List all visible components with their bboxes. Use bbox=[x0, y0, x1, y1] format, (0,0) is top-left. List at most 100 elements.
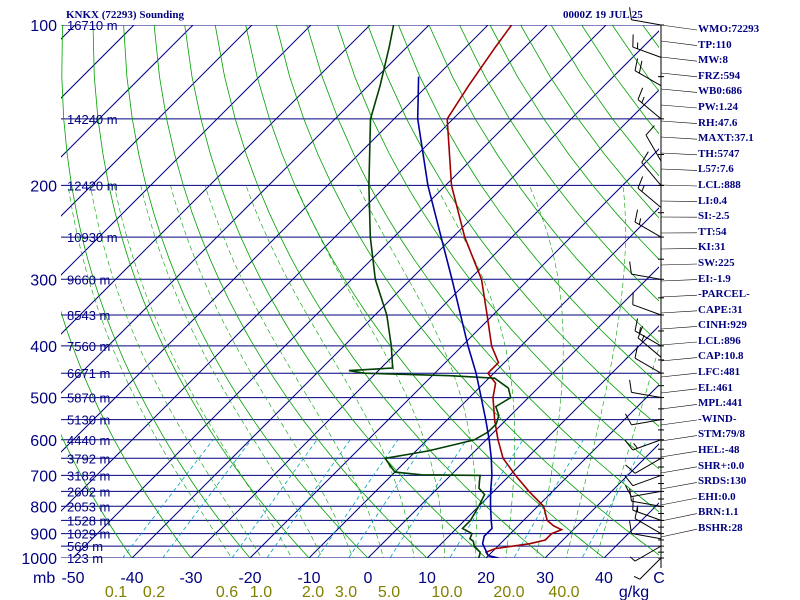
index-leader-line bbox=[660, 40, 698, 46]
wind-barb-flag bbox=[625, 464, 636, 474]
wind-barb-staff bbox=[631, 532, 662, 540]
index-item: LI:0.4 bbox=[698, 194, 728, 207]
dry-adiabat-line bbox=[61, 25, 251, 558]
mixing-ratio-label: 5.0 bbox=[378, 584, 400, 600]
index-leader-line bbox=[660, 357, 698, 362]
wind-barb bbox=[629, 379, 662, 399]
index-leader-line bbox=[660, 310, 698, 314]
index-leader-line bbox=[660, 56, 698, 62]
wind-barb-half-flag bbox=[638, 218, 642, 225]
pressure-label: 300 bbox=[30, 272, 57, 289]
wind-barb-flag bbox=[624, 475, 634, 487]
height-label: 12420 m bbox=[67, 178, 118, 193]
wind-barb-flag bbox=[641, 151, 649, 163]
index-item: RH:47.6 bbox=[698, 116, 738, 129]
temperature-label: -40 bbox=[120, 570, 143, 587]
isotherm-line bbox=[61, 25, 194, 158]
index-item: WB0:686 bbox=[698, 85, 742, 98]
index-item: TH:5747 bbox=[698, 147, 740, 160]
index-item: PW:1.24 bbox=[698, 100, 739, 113]
height-label: 2602 m bbox=[67, 484, 110, 499]
wind-barb bbox=[629, 520, 662, 540]
index-leader-line bbox=[660, 263, 698, 266]
index-item: MW:8 bbox=[698, 54, 728, 67]
index-item: FRZ:594 bbox=[698, 69, 741, 82]
pressure-label: 500 bbox=[30, 391, 57, 408]
isotherm-line bbox=[61, 25, 548, 512]
isotherm-line bbox=[249, 148, 659, 558]
dry-adiabat-line bbox=[184, 25, 487, 558]
wind-barb bbox=[634, 209, 662, 238]
isotherm-line bbox=[190, 89, 659, 558]
mixing-ratio-label: 10.0 bbox=[431, 584, 462, 600]
temperature-label: 30 bbox=[536, 570, 554, 587]
moist-adiabat-line bbox=[170, 185, 354, 558]
wind-barb-staff bbox=[632, 474, 662, 487]
wind-barb bbox=[632, 497, 662, 521]
wind-barb-staff bbox=[634, 357, 662, 374]
height-label: 5130 m bbox=[67, 413, 110, 428]
wind-barb-flag bbox=[624, 413, 632, 426]
mixing-ratio-label: 1.0 bbox=[250, 584, 272, 600]
height-label: 569 m bbox=[67, 539, 103, 554]
wind-barb bbox=[637, 176, 662, 208]
temperature-label: 0 bbox=[364, 570, 373, 587]
index-item: HEL:-48 bbox=[698, 444, 740, 457]
temperature-label: -20 bbox=[238, 570, 261, 587]
wind-barb-half-flag bbox=[638, 327, 642, 334]
index-item: -WIND- bbox=[698, 412, 737, 425]
height-label: 3182 m bbox=[67, 468, 110, 483]
mixing-ratio-label: 20.0 bbox=[493, 584, 524, 600]
mixing-ratio-line bbox=[348, 439, 428, 558]
moist-adiabat-line bbox=[435, 185, 515, 558]
wind-barb-half-flag bbox=[641, 185, 645, 192]
index-item: CAPE:31 bbox=[698, 303, 743, 316]
moist-adiabat-line bbox=[529, 185, 564, 558]
isotherm-line bbox=[485, 384, 659, 558]
wind-barb-staff bbox=[632, 509, 662, 521]
index-item: LCL:896 bbox=[698, 334, 741, 347]
isotherm-line bbox=[426, 325, 659, 558]
wind-barb-flag bbox=[645, 125, 655, 136]
index-item: CAP:10.8 bbox=[698, 350, 744, 363]
isotherm-line bbox=[544, 443, 659, 558]
index-item: CINH:929 bbox=[698, 319, 747, 332]
wind-barb-flag bbox=[634, 318, 639, 331]
temperature-label: -10 bbox=[297, 570, 320, 587]
index-item: BRN:1.1 bbox=[698, 506, 739, 519]
wind-barb bbox=[632, 34, 662, 58]
dry-adiabat-line bbox=[398, 25, 659, 385]
moist-adiabat-line bbox=[595, 346, 659, 558]
temperature-profile bbox=[446, 25, 564, 558]
mixing-ratio-label: 40.0 bbox=[548, 584, 579, 600]
isotherm-line bbox=[131, 30, 659, 558]
index-leader-line bbox=[660, 528, 698, 538]
wind-barb-staff bbox=[631, 19, 662, 26]
pressure-label: 1000 bbox=[21, 551, 57, 568]
index-item: SW:225 bbox=[698, 256, 735, 269]
dry-adiabat-line bbox=[123, 25, 369, 558]
dry-adiabat-line bbox=[581, 25, 659, 135]
height-label: 1029 m bbox=[67, 527, 110, 542]
temperature-label: 20 bbox=[477, 570, 495, 587]
index-leader-line bbox=[660, 136, 698, 140]
wind-barb-flag bbox=[634, 58, 639, 71]
wind-barb bbox=[624, 474, 662, 487]
moist-adiabat-line bbox=[357, 185, 477, 558]
wind-barb bbox=[624, 485, 662, 498]
wind-barb-flag bbox=[624, 485, 632, 497]
wind-barb-staff bbox=[631, 419, 662, 426]
pressure-label: 200 bbox=[30, 178, 57, 195]
wind-barb bbox=[634, 345, 662, 374]
dry-adiabat-line bbox=[61, 310, 192, 558]
wind-barb-flag bbox=[638, 60, 643, 74]
wind-barb-flag bbox=[629, 379, 632, 393]
mixing-ratio-label: 0.2 bbox=[143, 584, 165, 600]
isotherm-line bbox=[61, 25, 371, 335]
mixing-ratio-label: 0.6 bbox=[216, 584, 238, 600]
wind-barb-staff bbox=[634, 545, 662, 562]
sounding-title: KNKX (72293) Sounding bbox=[66, 9, 184, 21]
mixing-ratio-line bbox=[231, 439, 318, 558]
